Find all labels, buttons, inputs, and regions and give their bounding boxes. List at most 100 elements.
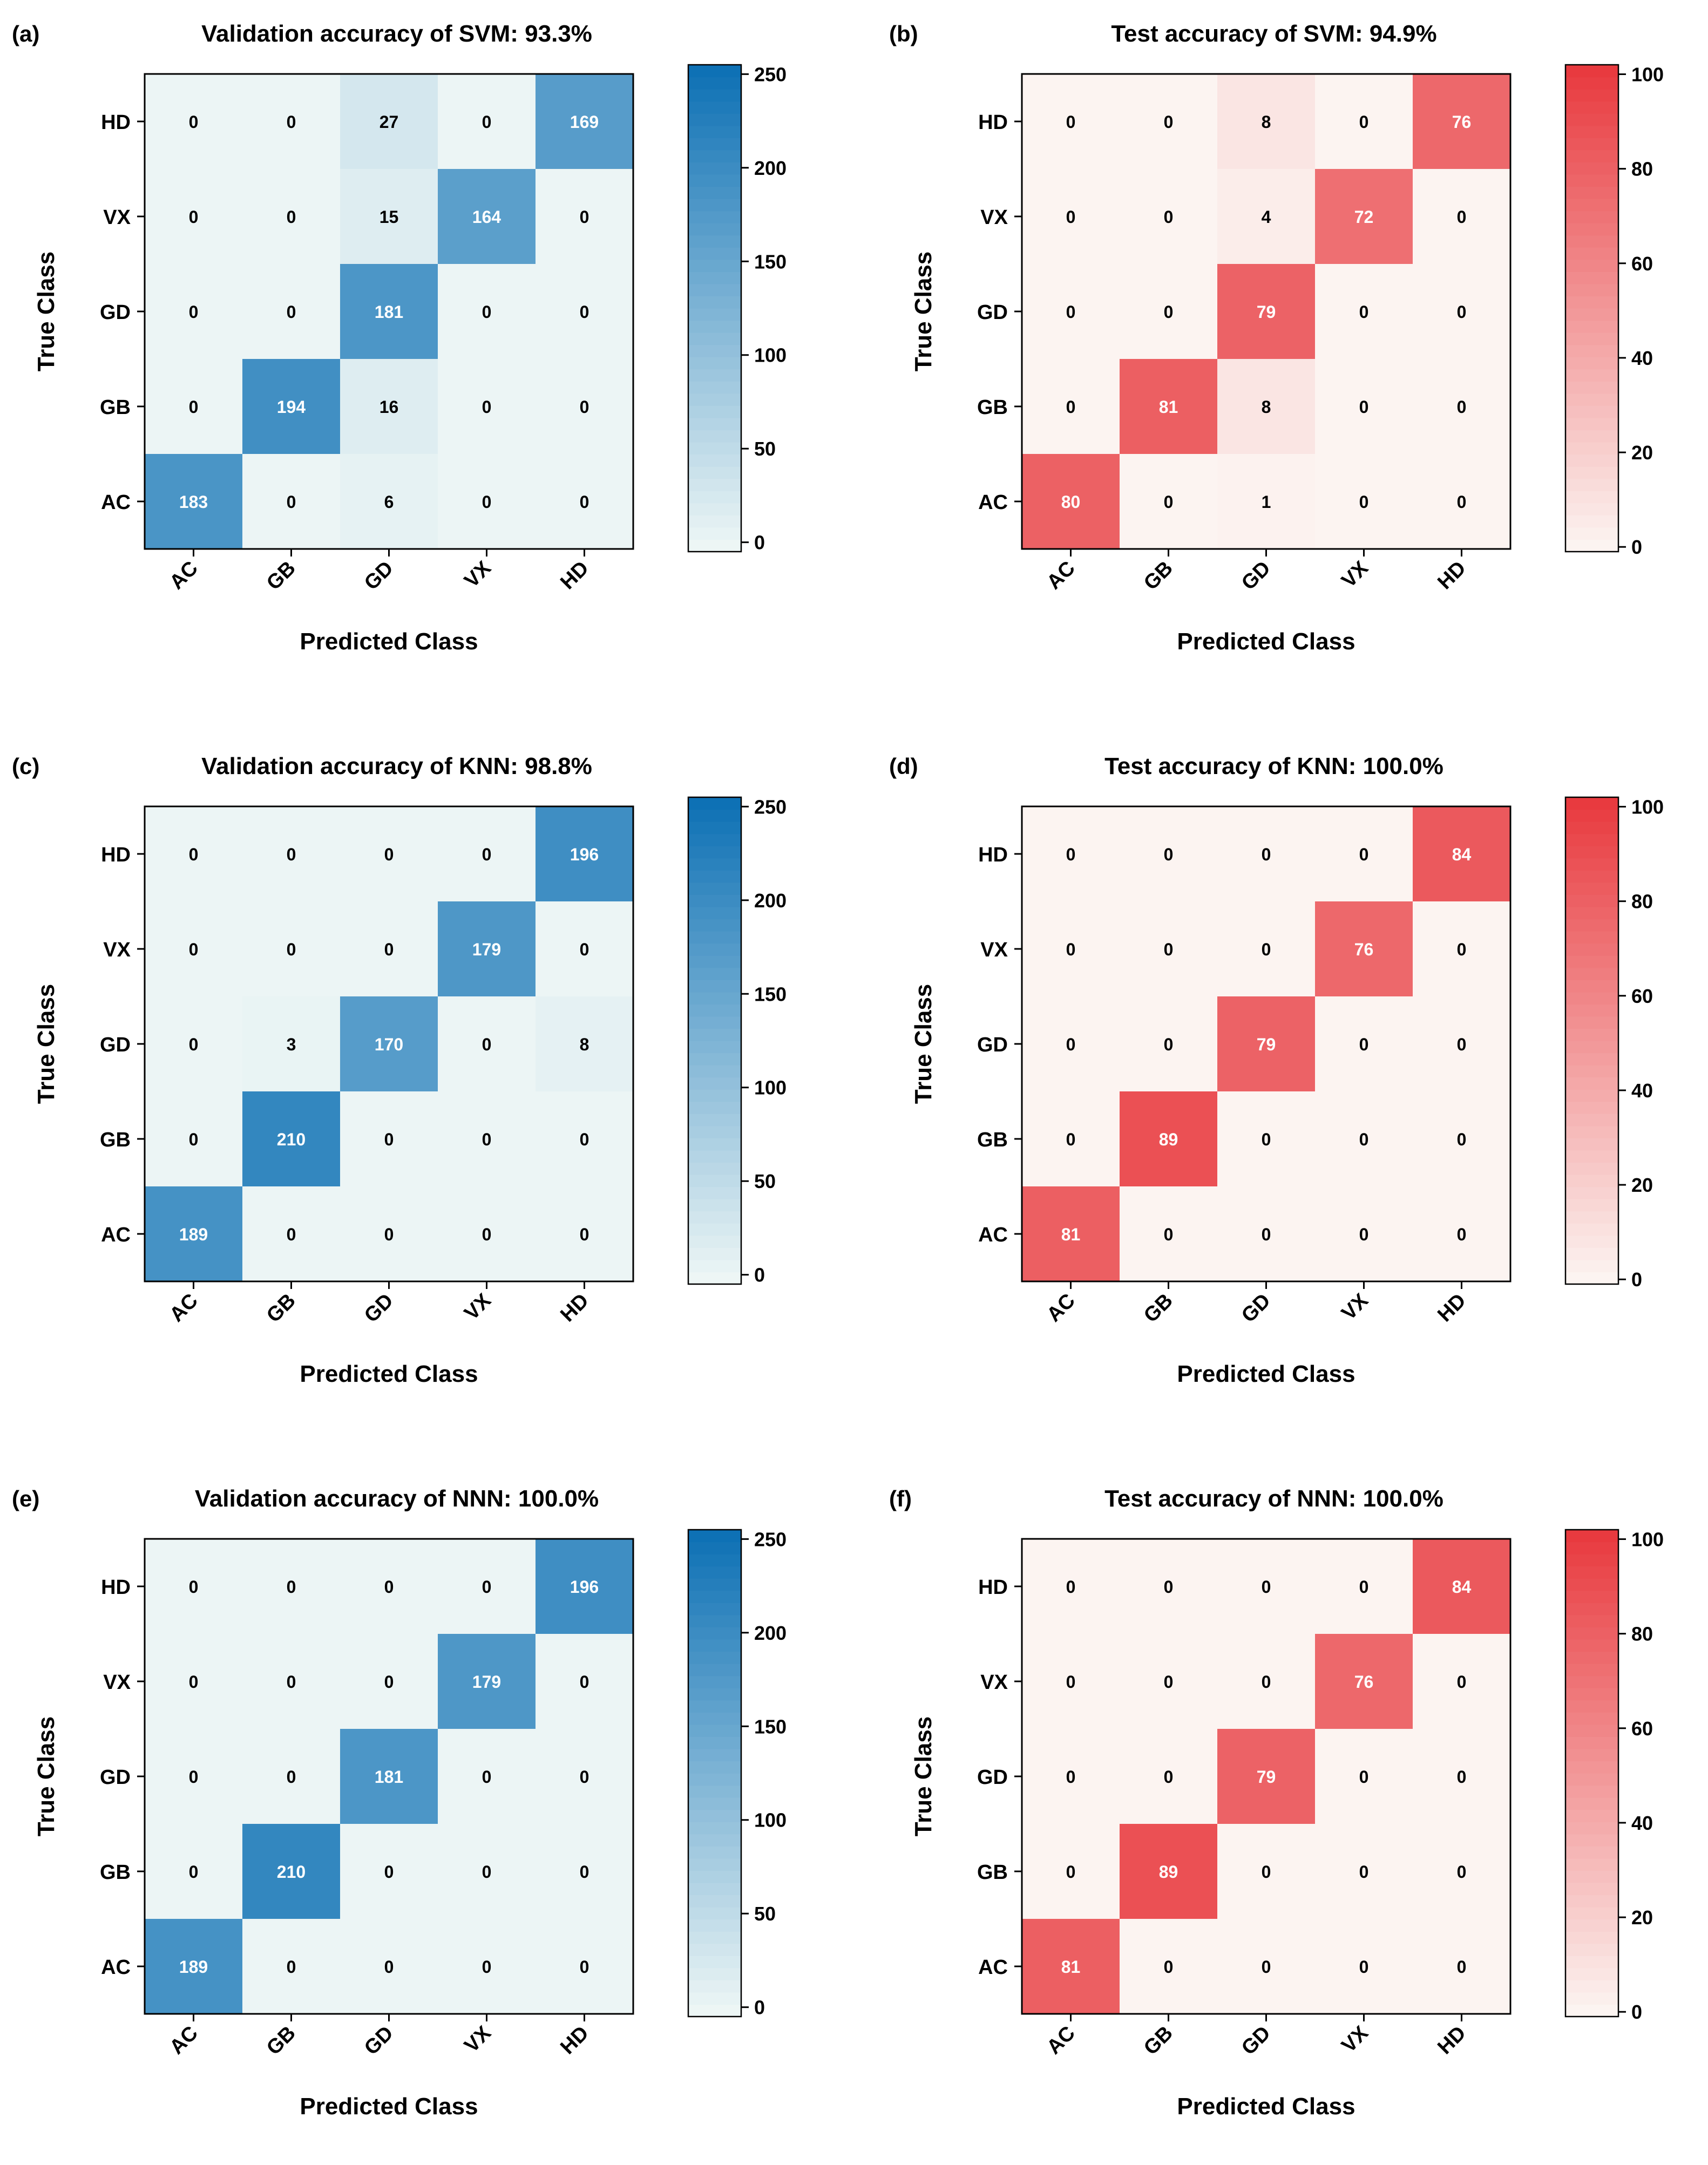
cell-value-label: 0 <box>1457 1767 1467 1787</box>
heatmap-cell <box>1413 1539 1511 1634</box>
heatmap-cell <box>145 1539 243 1634</box>
y-tick-label: VX <box>980 206 1008 229</box>
cell-value-label: 0 <box>287 940 296 959</box>
colorbar-segment <box>1565 1101 1618 1114</box>
colorbar-segment <box>688 1712 741 1725</box>
colorbar-segment <box>1565 247 1618 260</box>
heatmap-cell <box>340 1186 438 1282</box>
heatmap-cell <box>1315 169 1413 264</box>
panel-b: (b) Test accuracy of SVM: 94.9%0 0 8 0 760 0 4 7… <box>889 21 1664 655</box>
heatmap-cell <box>145 806 243 902</box>
colorbar-segment <box>688 1175 741 1187</box>
heatmap-cell <box>438 1539 536 1634</box>
x-tick-label: GD <box>1237 1290 1275 1327</box>
colorbar-segment <box>1565 162 1618 175</box>
colorbar-segment <box>688 1846 741 1859</box>
cell-value-label: 8 <box>1262 397 1271 417</box>
heatmap-cell <box>340 806 438 902</box>
heatmap-cell <box>1413 1729 1511 1824</box>
colorbar-segment <box>688 1688 741 1701</box>
cell-value-label: 80 <box>1061 492 1081 512</box>
colorbar-tick-label: 50 <box>754 1170 776 1192</box>
colorbar-tick-label: 50 <box>754 1903 776 1925</box>
cell-value-label: 0 <box>1262 940 1271 959</box>
colorbar-segment <box>1565 1785 1618 1798</box>
colorbar-tick-label: 40 <box>1631 1812 1653 1834</box>
colorbar-segment <box>688 1736 741 1749</box>
heatmap-cell <box>1217 1186 1316 1282</box>
colorbar-segment <box>688 223 741 236</box>
x-tick-label: AC <box>165 2022 202 2059</box>
y-tick-label: HD <box>101 111 131 134</box>
cell-value-label: 0 <box>1359 1862 1369 1882</box>
colorbar-segment <box>1565 1822 1618 1835</box>
colorbar-segment <box>1565 1590 1618 1603</box>
y-tick-label: VX <box>103 206 131 229</box>
cell-value-label: 0 <box>1164 1672 1174 1692</box>
cell-value-label: 0 <box>580 492 589 512</box>
x-tick-label: HD <box>1433 2022 1470 2059</box>
heatmap-cell <box>1022 996 1120 1092</box>
heatmap-cells: 0 0 0 0 196 0 0 0 179 0 0 0 181 0 0 0 210 0 0 0 189 0 0 0 0 <box>145 1539 634 2014</box>
colorbar: 0 20 40 60 80 100 <box>1564 64 1664 558</box>
cell-value-label: 0 <box>1359 302 1369 322</box>
heatmap-cell <box>438 806 536 902</box>
colorbar-tick-label: 60 <box>1631 985 1653 1007</box>
cell-value-label: 0 <box>384 1225 394 1244</box>
heatmap-cell <box>1022 1634 1120 1729</box>
colorbar-segment <box>1565 1931 1618 1944</box>
colorbar-segment <box>1565 1089 1618 1102</box>
heatmap-cell <box>536 806 634 902</box>
colorbar-tick-label: 250 <box>754 1528 787 1550</box>
colorbar-segment <box>688 1834 741 1847</box>
heatmap-cell <box>1315 1186 1413 1282</box>
colorbar-segment <box>1565 1664 1618 1677</box>
cell-value-label: 210 <box>277 1862 306 1882</box>
heatmap-cell <box>1120 1919 1218 2014</box>
heatmap-cell <box>1315 359 1413 454</box>
cell-value-label: 189 <box>179 1225 208 1244</box>
cell-value-label: 79 <box>1257 302 1276 322</box>
heatmap-cell <box>340 1824 438 1919</box>
y-tick-label: GB <box>977 1129 1008 1151</box>
colorbar-tick-label: 0 <box>754 1997 765 2019</box>
cell-value-label: 0 <box>580 1130 589 1149</box>
heatmap-cell <box>1217 1634 1316 1729</box>
colorbar-segment <box>688 454 741 467</box>
y-axis-label: True Class <box>910 1716 937 1837</box>
y-tick-label: HD <box>978 1576 1008 1599</box>
panel-e: (e) Validation accuracy of NNN: 100.0%0 0 0… <box>12 1485 787 2120</box>
colorbar-segment <box>688 1748 741 1762</box>
colorbar-segment <box>1565 1004 1618 1017</box>
heatmap-cell <box>1120 1824 1218 1919</box>
heatmap-cell <box>242 359 341 454</box>
colorbar-segment <box>1565 1272 1618 1285</box>
x-axis-label: Predicted Class <box>1177 628 1355 655</box>
cell-value-label: 0 <box>1457 940 1467 959</box>
colorbar-tick-label: 20 <box>1631 442 1653 464</box>
cell-value-label: 0 <box>1457 397 1467 417</box>
heatmap-cell <box>1120 996 1218 1092</box>
cell-value-label: 0 <box>580 397 589 417</box>
colorbar-frame <box>687 796 742 1285</box>
colorbar-segment <box>688 870 741 883</box>
cell-value-label: 0 <box>1457 302 1467 322</box>
cell-value-label: 76 <box>1354 1672 1374 1692</box>
cell-value-label: 0 <box>1066 1767 1076 1787</box>
heatmap-cells: 0 0 8 0 760 0 4 72 00 0 79 0 00 81 8 0 080 0 1 0 0 <box>1022 74 1511 549</box>
cell-value-label: 0 <box>1262 1225 1271 1244</box>
y-tick-label: GD <box>977 301 1008 324</box>
colorbar-segment <box>688 1223 741 1236</box>
colorbar: 0 50 100 150 200 250 <box>687 1528 787 2019</box>
colorbar-segment <box>688 77 741 90</box>
cell-value-label: 0 <box>482 1130 492 1149</box>
colorbar-segment <box>688 1530 741 1543</box>
cell-value-label: 0 <box>1359 1767 1369 1787</box>
colorbar-segment <box>688 1956 741 1969</box>
colorbar: 0 50 100 150 200 250 <box>687 796 787 1286</box>
colorbar-segment <box>1565 1566 1618 1579</box>
y-tick-label: AC <box>101 1956 131 1979</box>
colorbar-segment <box>1565 1247 1618 1260</box>
cell-value-label: 0 <box>1066 1862 1076 1882</box>
cell-value-label: 169 <box>570 112 599 132</box>
